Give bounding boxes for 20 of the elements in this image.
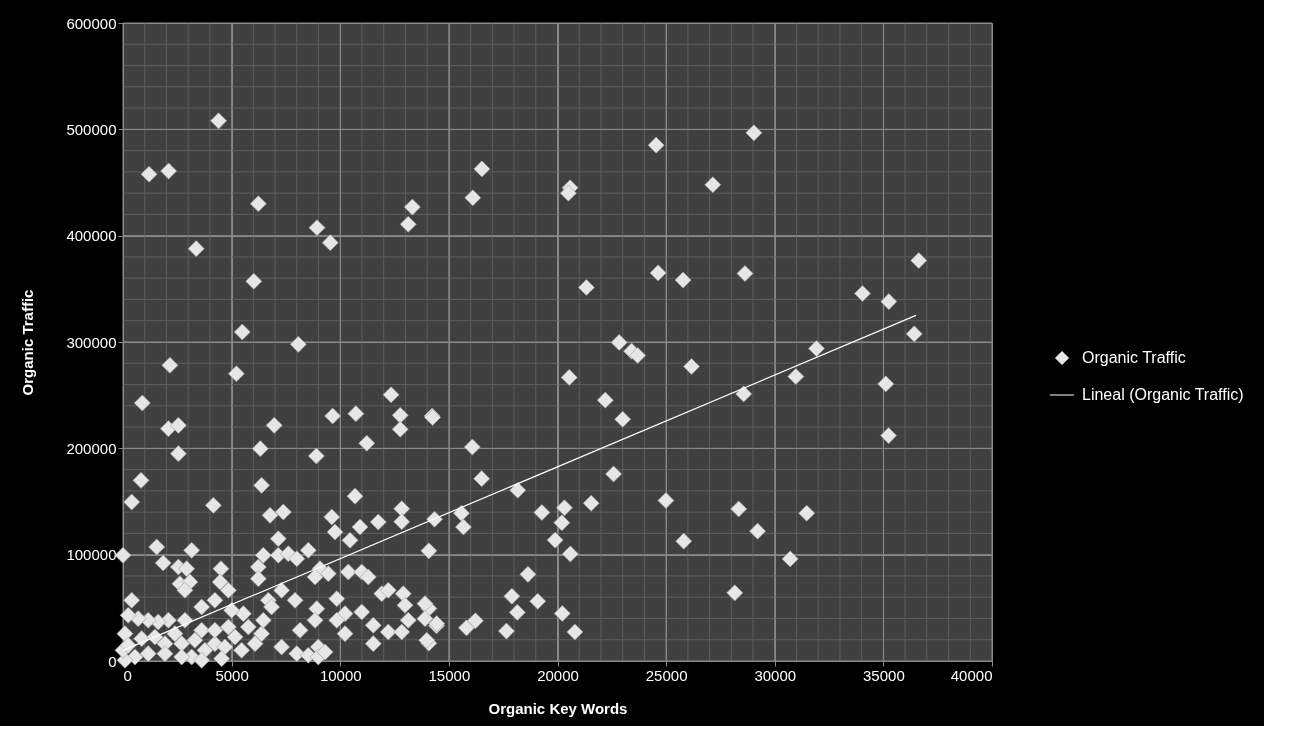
y-tick-label: 400000 bbox=[66, 227, 117, 245]
x-tick-label: 35000 bbox=[863, 666, 905, 684]
x-tick-label: 30000 bbox=[754, 666, 797, 684]
legend-label: Organic Traffic bbox=[1082, 349, 1186, 366]
x-tick-label: 20000 bbox=[537, 666, 579, 684]
x-tick-label: 0 bbox=[123, 666, 132, 684]
x-tick-label: 5000 bbox=[215, 666, 249, 684]
legend-label: Lineal (Organic Traffic) bbox=[1082, 386, 1244, 403]
y-tick-label: 600000 bbox=[66, 14, 117, 32]
x-tick-label: 10000 bbox=[319, 666, 362, 684]
y-tick-label: 500000 bbox=[66, 120, 117, 138]
x-tick-label: 25000 bbox=[645, 666, 688, 684]
y-tick-label: 300000 bbox=[66, 333, 117, 351]
y-tick-label: 200000 bbox=[66, 439, 117, 457]
x-axis-title: Organic Key Words bbox=[488, 699, 628, 717]
x-tick-label: 40000 bbox=[950, 666, 993, 684]
y-axis-title: Organic Traffic bbox=[19, 289, 37, 396]
y-tick-label: 0 bbox=[108, 652, 117, 670]
x-tick-label: 15000 bbox=[428, 666, 471, 684]
y-tick-label: 100000 bbox=[66, 546, 117, 564]
